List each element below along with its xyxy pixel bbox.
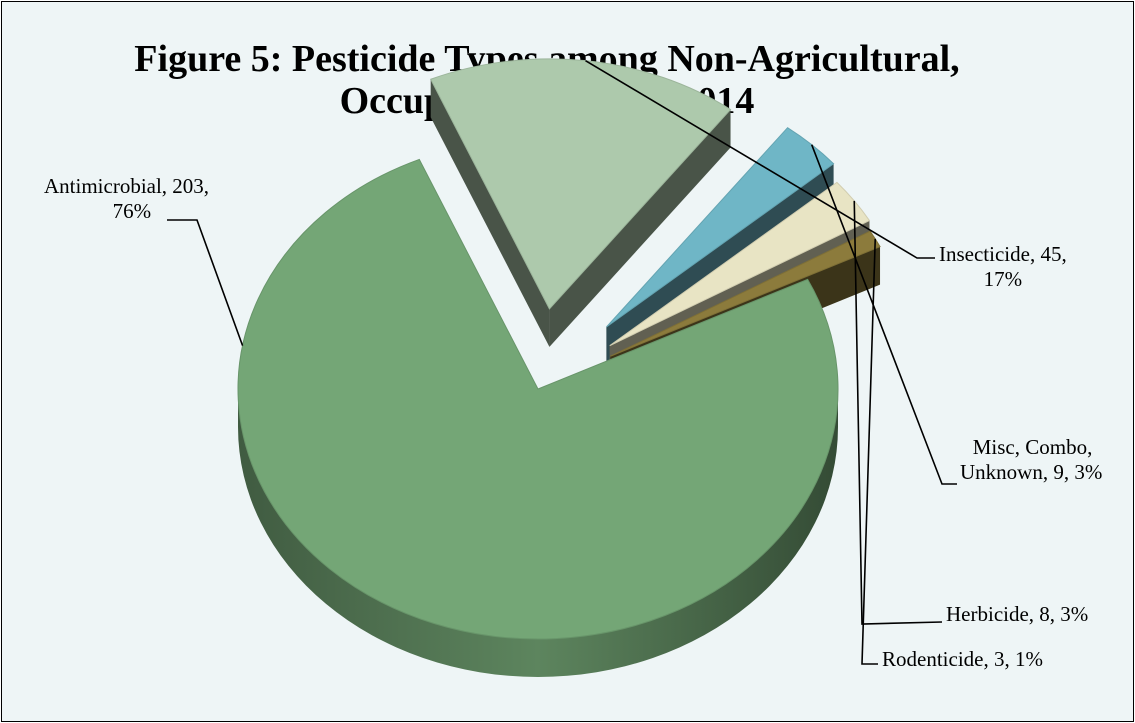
pie-slice-1-wall-1 xyxy=(549,109,731,347)
leader-line-1 xyxy=(585,59,935,259)
data-label-insecticide-line-2: 17% xyxy=(983,267,1023,291)
data-label-herbicide-line-1: Herbicide, 8, 3% xyxy=(946,602,1089,626)
data-label-antimicrobial-line-1: Antimicrobial, 203, xyxy=(44,174,210,198)
data-label-insecticide-line-1: Insecticide, 45, xyxy=(939,242,1067,266)
data-label-rodenticide: Rodenticide, 3, 1% xyxy=(882,647,1043,672)
data-label-misc-line-2: Unknown, 9, 3% xyxy=(960,460,1103,484)
leader-line-3 xyxy=(853,200,943,625)
pie-slice-1-wall-0 xyxy=(430,79,550,347)
data-label-antimicrobial: Antimicrobial, 203, 76% xyxy=(44,174,209,224)
pie-slice-rodenticide xyxy=(610,230,881,357)
data-label-insecticide: Insecticide, 45, 17% xyxy=(939,242,1067,292)
data-label-rodenticide-line-1: Rodenticide, 3, 1% xyxy=(882,647,1043,671)
data-label-antimicrobial-line-2: 76% xyxy=(112,199,152,223)
data-label-herbicide: Herbicide, 8, 3% xyxy=(946,602,1088,627)
leader-line-0 xyxy=(167,219,244,346)
data-label-misc-combo-unknown: Misc, Combo, Unknown, 9, 3% xyxy=(960,435,1102,485)
pie-slice-antimicrobial xyxy=(237,158,839,640)
pie-slice-herbicide xyxy=(609,181,871,347)
data-label-misc-line-1: Misc, Combo, xyxy=(972,435,1093,459)
leader-line-4 xyxy=(861,238,878,665)
